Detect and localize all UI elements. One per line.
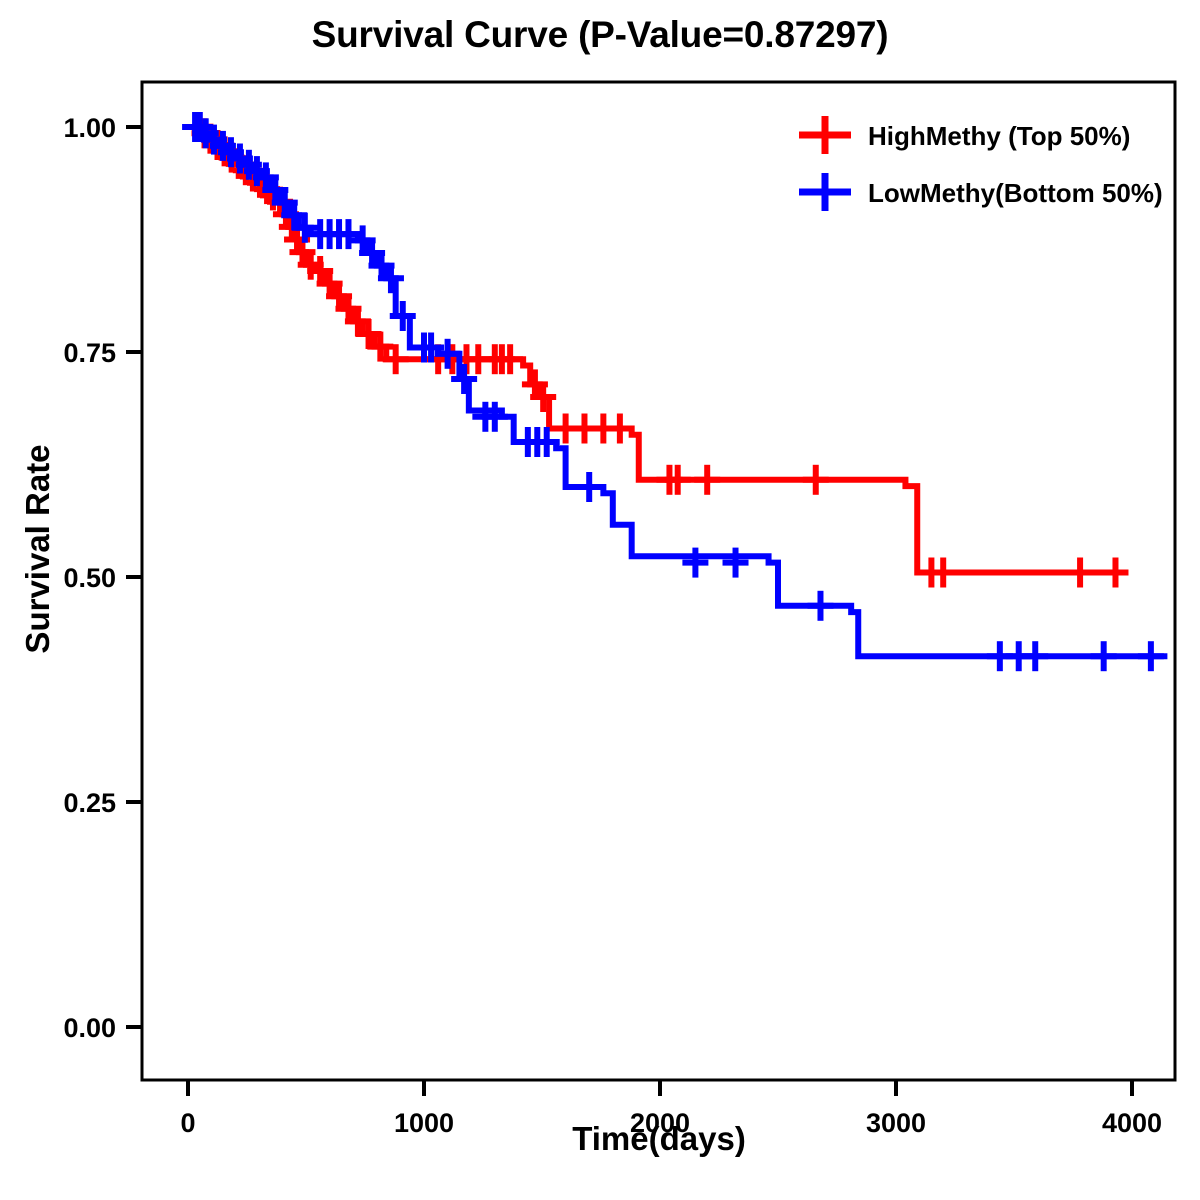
series-layer xyxy=(182,112,1168,672)
x-axis-ticks: 0 1000 2000 3000 4000 xyxy=(180,1080,1162,1138)
x-tick-label: 4000 xyxy=(1102,1108,1162,1138)
legend-label: LowMethy(Bottom 50%) xyxy=(868,178,1163,208)
x-tick-label: 2000 xyxy=(630,1108,690,1138)
legend-label: HighMethy (Top 50%) xyxy=(868,121,1130,151)
legend-item[interactable]: HighMethy (Top 50%) xyxy=(799,116,1130,154)
y-tick-label: 1.00 xyxy=(63,113,116,143)
y-tick-label: 0.75 xyxy=(63,338,116,368)
x-axis-label: Time(days) xyxy=(572,1120,746,1157)
y-tick-label: 0.00 xyxy=(63,1013,116,1043)
legend-item[interactable]: LowMethy(Bottom 50%) xyxy=(799,173,1163,211)
y-tick-label: 0.25 xyxy=(63,788,116,818)
chart-legend: HighMethy (Top 50%) LowMethy(Bottom 50%) xyxy=(799,116,1163,211)
y-tick-label: 0.50 xyxy=(63,563,116,593)
censor-marks xyxy=(182,112,1164,672)
x-tick-label: 3000 xyxy=(866,1108,926,1138)
x-tick-label: 0 xyxy=(180,1108,195,1138)
y-axis-ticks: 0.00 0.25 0.50 0.75 1.00 xyxy=(63,113,142,1043)
x-tick-label: 1000 xyxy=(394,1108,454,1138)
page-title: Survival Curve (P-Value=0.87297) xyxy=(311,14,889,55)
series-low-methy xyxy=(182,112,1168,672)
